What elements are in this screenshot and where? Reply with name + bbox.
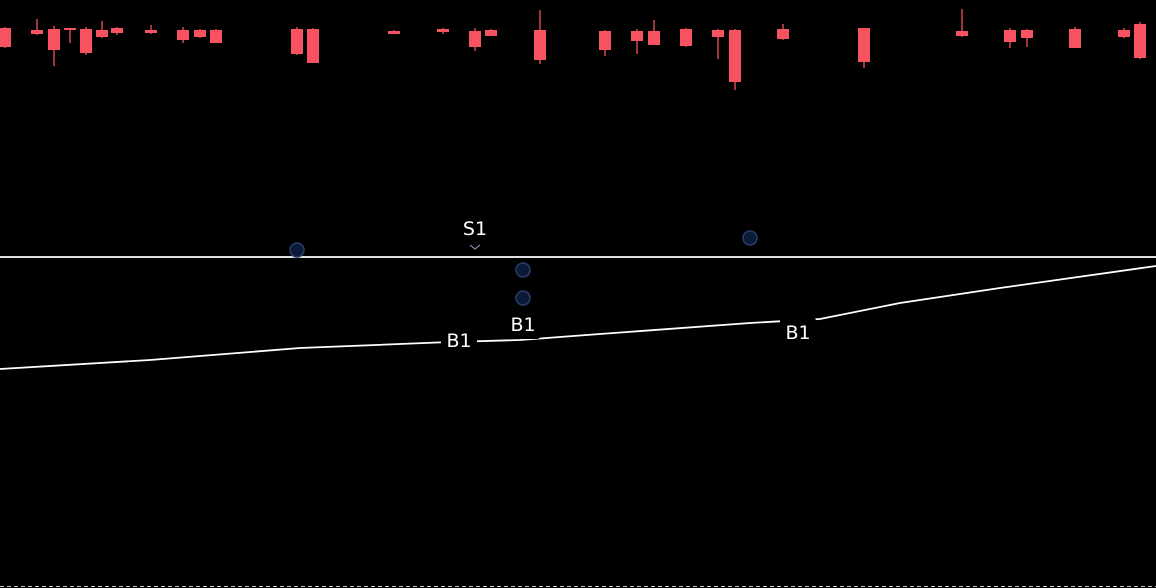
candle bbox=[194, 29, 206, 38]
candle bbox=[680, 28, 692, 47]
candle-body bbox=[485, 30, 497, 36]
signal-marker bbox=[515, 290, 531, 306]
candle-body bbox=[777, 29, 789, 39]
candle-body bbox=[1134, 24, 1146, 58]
signal-label: S1 bbox=[463, 218, 487, 240]
candle-body bbox=[1069, 29, 1081, 48]
signal-label: B1 bbox=[785, 322, 810, 344]
candle bbox=[1021, 29, 1033, 47]
signal-marker bbox=[515, 262, 531, 278]
candle bbox=[1134, 22, 1146, 59]
candle-body bbox=[0, 28, 11, 47]
signal-label: B1 bbox=[446, 330, 471, 352]
candle bbox=[177, 27, 189, 43]
signal-marker bbox=[742, 230, 758, 246]
markers-layer bbox=[289, 230, 758, 306]
signals-layer: S1 B1 B1 B1 bbox=[441, 213, 816, 355]
candle-body bbox=[291, 29, 303, 54]
candle-body bbox=[680, 29, 692, 46]
candle-body bbox=[729, 30, 741, 82]
candle-body bbox=[1118, 30, 1130, 37]
candle bbox=[712, 29, 724, 59]
candle bbox=[858, 28, 870, 68]
lines-layer bbox=[0, 256, 1156, 370]
candle bbox=[1118, 28, 1130, 38]
candle-body bbox=[437, 29, 449, 32]
candle bbox=[388, 30, 400, 34]
candle-body bbox=[648, 31, 660, 45]
signal-label-bg bbox=[780, 317, 816, 347]
candle-body bbox=[80, 29, 92, 53]
candle-body bbox=[111, 28, 123, 33]
candle-body bbox=[956, 31, 968, 36]
candle-body bbox=[469, 31, 481, 47]
signal-label: B1 bbox=[510, 314, 535, 336]
candle bbox=[145, 25, 157, 34]
signal-pointer-outline bbox=[469, 244, 481, 250]
candle-body bbox=[177, 30, 189, 40]
signal-marker bbox=[289, 242, 305, 258]
candle bbox=[80, 27, 92, 55]
candle bbox=[729, 29, 741, 90]
signal-label-bg bbox=[505, 309, 541, 339]
candle bbox=[307, 28, 319, 63]
candle bbox=[648, 20, 660, 45]
candle bbox=[956, 9, 968, 37]
candle-body bbox=[48, 29, 60, 50]
candle bbox=[31, 19, 43, 35]
candle bbox=[111, 27, 123, 35]
candle-body bbox=[631, 31, 643, 41]
candle bbox=[48, 26, 60, 66]
candle bbox=[469, 28, 481, 51]
candle-body bbox=[194, 30, 206, 37]
candle bbox=[1004, 28, 1016, 48]
candle-body bbox=[145, 30, 157, 33]
signal-b1: B1 bbox=[441, 325, 477, 355]
candle-body bbox=[599, 31, 611, 50]
candle-body bbox=[858, 28, 870, 62]
candle bbox=[534, 10, 546, 64]
candle-body bbox=[712, 30, 724, 37]
candle-body bbox=[307, 29, 319, 63]
signal-label-bg bbox=[441, 325, 477, 355]
candle-body bbox=[31, 30, 43, 34]
candle bbox=[437, 28, 449, 34]
candle-body bbox=[1004, 30, 1016, 42]
candle bbox=[485, 29, 497, 36]
candles-layer bbox=[0, 9, 1146, 90]
candle-body bbox=[388, 31, 400, 34]
candle bbox=[64, 28, 76, 43]
signal-label-bg bbox=[457, 213, 493, 243]
candle-body bbox=[210, 30, 222, 43]
signal-pointer bbox=[469, 243, 481, 249]
candle-body bbox=[96, 30, 108, 37]
signal-b1: B1 bbox=[505, 309, 541, 339]
candle bbox=[599, 30, 611, 56]
candle-body bbox=[1021, 30, 1033, 38]
candle bbox=[777, 24, 789, 40]
candle bbox=[210, 29, 222, 43]
signal-s1: S1 bbox=[457, 213, 493, 250]
candle bbox=[96, 21, 108, 38]
series-line bbox=[0, 265, 1156, 370]
candle-body bbox=[534, 30, 546, 60]
candle bbox=[291, 27, 303, 55]
candle-body bbox=[64, 28, 76, 30]
signal-b1: B1 bbox=[780, 317, 816, 347]
candle bbox=[0, 27, 11, 48]
candle bbox=[1069, 27, 1081, 48]
candle bbox=[631, 29, 643, 54]
